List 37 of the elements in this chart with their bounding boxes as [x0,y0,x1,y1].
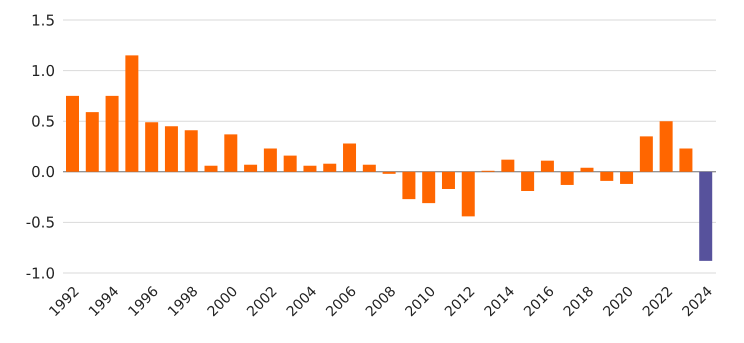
bar [362,164,376,172]
bar [442,172,455,190]
bar [462,172,475,216]
bar [679,148,692,172]
bar [540,160,554,172]
bar [284,156,297,172]
y-tick-label: 1.5 [31,11,55,30]
bar [164,126,178,172]
bar [660,121,673,172]
bar [145,122,158,172]
bar [501,160,514,172]
y-tick-label: -1.0 [26,264,55,282]
bar [264,148,277,172]
bar [323,164,336,172]
bar [640,136,653,172]
bar [422,172,436,204]
bar [204,166,218,172]
bar [125,55,138,172]
bar [600,172,614,181]
bar [224,134,238,172]
bar [620,172,634,184]
bar [343,143,356,172]
bar [402,172,416,200]
bar [106,96,119,172]
bar [560,172,574,185]
y-tick-label: 0.0 [31,163,55,182]
bar [521,172,534,192]
bar [244,164,258,172]
bar [66,96,79,172]
y-tick-label: -0.5 [26,214,55,232]
bar [184,130,198,172]
bar [86,112,99,172]
bar [699,172,712,261]
bar [303,166,316,172]
y-tick-label: 0.5 [31,112,55,131]
y-tick-label: 1.0 [31,62,55,80]
bar [580,168,594,172]
